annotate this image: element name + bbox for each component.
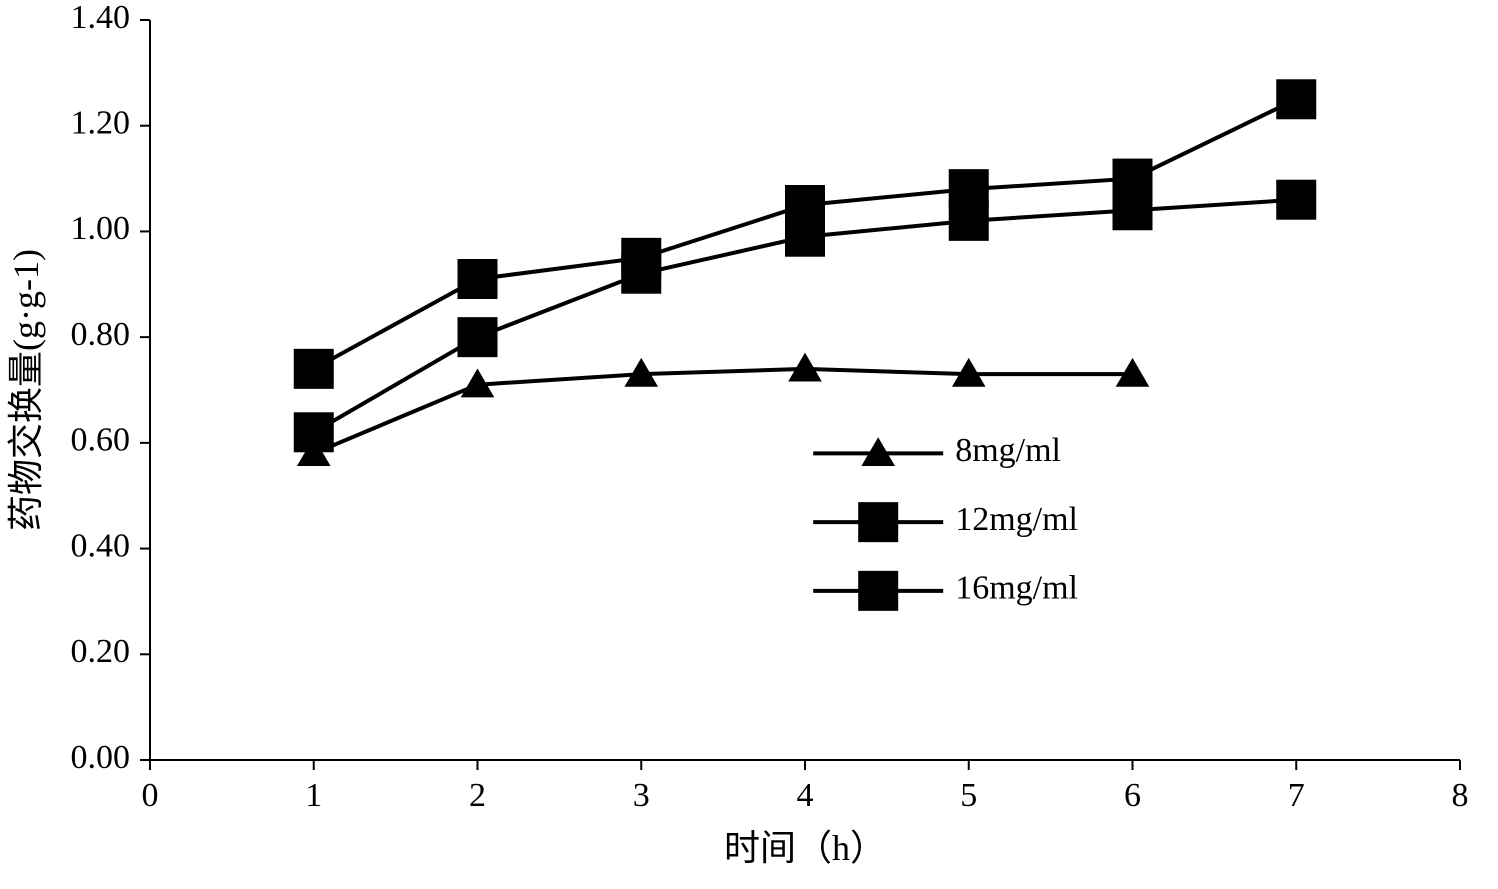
y-tick-label: 0.40 [71,527,131,564]
line-chart-svg: 0.00 0.20 0.40 0.60 0.80 1.00 1.20 1.40 0 1 2 3 4 5 6 7… [0,0,1498,889]
y-tick-label: 0.80 [71,316,131,353]
x-tick-label: 8 [1452,777,1469,814]
series-marker [458,259,498,299]
y-tick-label: 1.00 [71,210,131,247]
x-tick-label: 0 [142,777,159,814]
x-tick-label: 2 [469,777,486,814]
series-marker [1113,159,1153,199]
chart-container: 0.00 0.20 0.40 0.60 0.80 1.00 1.20 1.40 0 1 2 3 4 5 6 7… [0,0,1498,889]
x-tick-label: 7 [1288,777,1305,814]
series-marker [621,238,661,278]
series-marker [458,317,498,357]
y-tick-label: 0.60 [71,422,131,459]
y-tick-label: 0.00 [71,739,131,776]
x-tick-label: 1 [305,777,322,814]
series-marker [1276,180,1316,220]
y-tick-label: 1.20 [71,105,131,142]
x-tick-label: 6 [1124,777,1141,814]
x-tick-label: 5 [960,777,977,814]
legend-marker [858,502,898,542]
x-tick-label: 4 [797,777,814,814]
legend-label: 16mg/ml [955,570,1078,607]
y-tick-label: 1.40 [71,0,131,36]
legend-label: 12mg/ml [955,501,1078,538]
y-axis-label: 药物交换量(g·g-1) [6,249,46,531]
series-marker [949,169,989,209]
series-marker [294,349,334,389]
legend-marker [858,571,898,611]
y-tick-label: 0.20 [71,633,131,670]
legend-label: 8mg/ml [955,432,1061,469]
x-axis-label: 时间（h） [724,828,886,868]
series-marker [788,353,822,382]
series-marker [1276,79,1316,119]
x-tick-label: 3 [633,777,650,814]
series-marker [294,412,334,452]
series-marker [785,185,825,225]
